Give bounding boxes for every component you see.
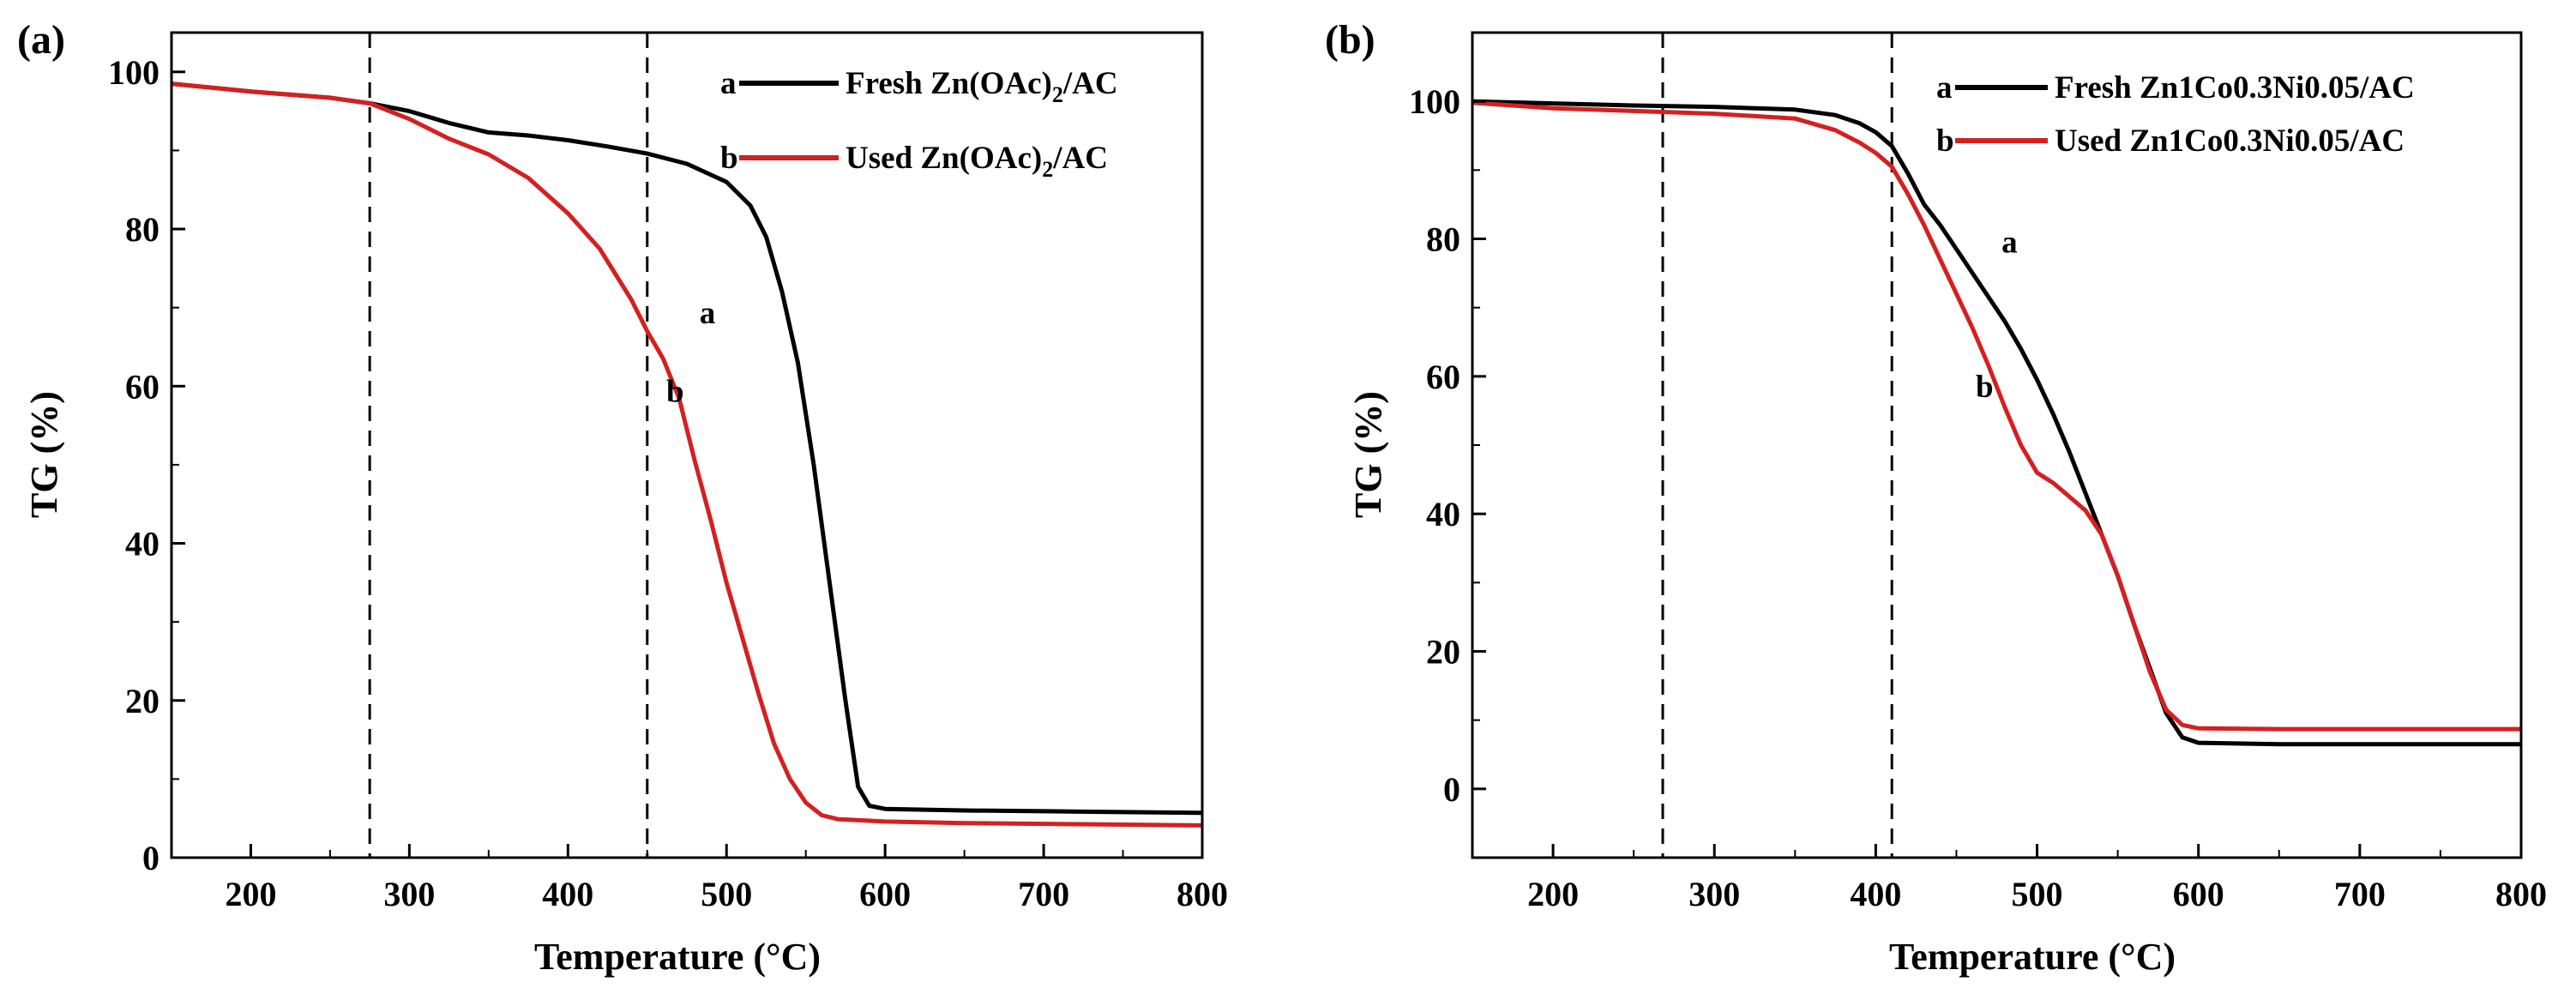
curve-label-a: a xyxy=(2001,226,2018,261)
legend-text-a: Fresh Zn(OAc)2/AC xyxy=(846,66,1118,107)
legend-letter-a: a xyxy=(720,66,737,101)
legend-letter-b: b xyxy=(1936,123,1954,159)
plot-frame xyxy=(170,31,1204,859)
curve-label-b: b xyxy=(666,375,684,410)
x-ticks: 200 300 400 500 600 700 800 xyxy=(225,844,1228,913)
panel-label: (a) xyxy=(17,17,65,63)
y-axis-label: TG (%) xyxy=(1347,391,1389,518)
x-tick-label: 800 xyxy=(2495,875,2547,913)
legend-entry-a: a Fresh Zn1Co0.3Ni0.05/AC xyxy=(1936,70,2415,105)
panel-label: (b) xyxy=(1325,17,1375,63)
y-tick-label: 20 xyxy=(1426,633,1460,672)
legend-entry-a: a Fresh Zn(OAc)2/AC xyxy=(720,66,1118,107)
y-tick-label: 40 xyxy=(125,525,159,563)
x-tick-label: 700 xyxy=(1018,875,1069,913)
series-lines xyxy=(1472,99,2521,747)
legend-text-b: Used Zn1Co0.3Ni0.05/AC xyxy=(2055,123,2404,159)
y-tick-label: 60 xyxy=(1426,358,1460,396)
y-tick-label: 60 xyxy=(125,367,159,406)
y-tick-label: 0 xyxy=(1443,770,1460,809)
y-axis-label: TG (%) xyxy=(23,391,65,518)
x-tick-label: 400 xyxy=(1850,875,1901,913)
y-tick-label: 100 xyxy=(108,53,159,92)
x-tick-label: 300 xyxy=(1688,875,1740,913)
series-line-b xyxy=(1472,100,2521,732)
x-tick-label: 200 xyxy=(225,875,276,913)
legend-entry-b: b Used Zn1Co0.3Ni0.05/AC xyxy=(1936,123,2404,159)
series-line-b xyxy=(171,81,1203,828)
legend-letter-a: a xyxy=(1936,70,1953,105)
vlines xyxy=(1661,33,1893,858)
y-tick-label: 20 xyxy=(125,682,159,720)
y-tick-label: 100 xyxy=(1409,82,1460,121)
x-tick-label: 600 xyxy=(2173,875,2224,913)
x-axis-label: Temperature (°C) xyxy=(534,936,821,978)
x-tick-label: 400 xyxy=(542,875,593,913)
y-tick-label: 80 xyxy=(1426,220,1460,259)
legend-text-b: Used Zn(OAc)2/AC xyxy=(846,141,1108,182)
x-tick-label: 200 xyxy=(1527,875,1579,913)
x-axis-label: Temperature (°C) xyxy=(1889,936,2176,978)
y-tick-label: 0 xyxy=(142,839,159,877)
legend: a Fresh Zn(OAc)2/AC b Used Zn(OAc)2/AC xyxy=(720,66,1118,182)
legend: a Fresh Zn1Co0.3Ni0.05/AC b Used Zn1Co0.… xyxy=(1936,70,2415,159)
series-lines xyxy=(171,81,1203,828)
x-tick-label: 300 xyxy=(383,875,435,913)
y-tick-label: 40 xyxy=(1426,495,1460,533)
x-ticks: 200 300 400 500 600 700 800 xyxy=(1527,844,2547,913)
curve-label-a: a xyxy=(700,296,716,331)
series-line-a xyxy=(171,81,1203,816)
curve-label-b: b xyxy=(1976,370,1994,405)
x-tick-label: 500 xyxy=(2012,875,2063,913)
x-tick-label: 800 xyxy=(1177,875,1228,913)
vlines xyxy=(368,33,649,858)
x-tick-label: 500 xyxy=(701,875,752,913)
y-tick-label: 80 xyxy=(125,210,159,249)
x-tick-label: 600 xyxy=(859,875,911,913)
x-tick-label: 700 xyxy=(2334,875,2386,913)
legend-letter-b: b xyxy=(720,141,738,176)
panel-a: (a) 200 300 400 500 600 700 800 0 20 40 60 80 100 T… xyxy=(17,17,1228,978)
panel-b: (b) 200 300 400 500 600 700 800 0 20 40 60 80 100 T… xyxy=(1325,17,2547,978)
y-ticks: 0 20 40 60 80 100 xyxy=(1409,82,1486,809)
y-ticks: 0 20 40 60 80 100 xyxy=(108,53,185,877)
legend-text-a: Fresh Zn1Co0.3Ni0.05/AC xyxy=(2055,70,2415,105)
legend-entry-b: b Used Zn(OAc)2/AC xyxy=(720,141,1108,182)
series-line-a xyxy=(1472,99,2521,747)
